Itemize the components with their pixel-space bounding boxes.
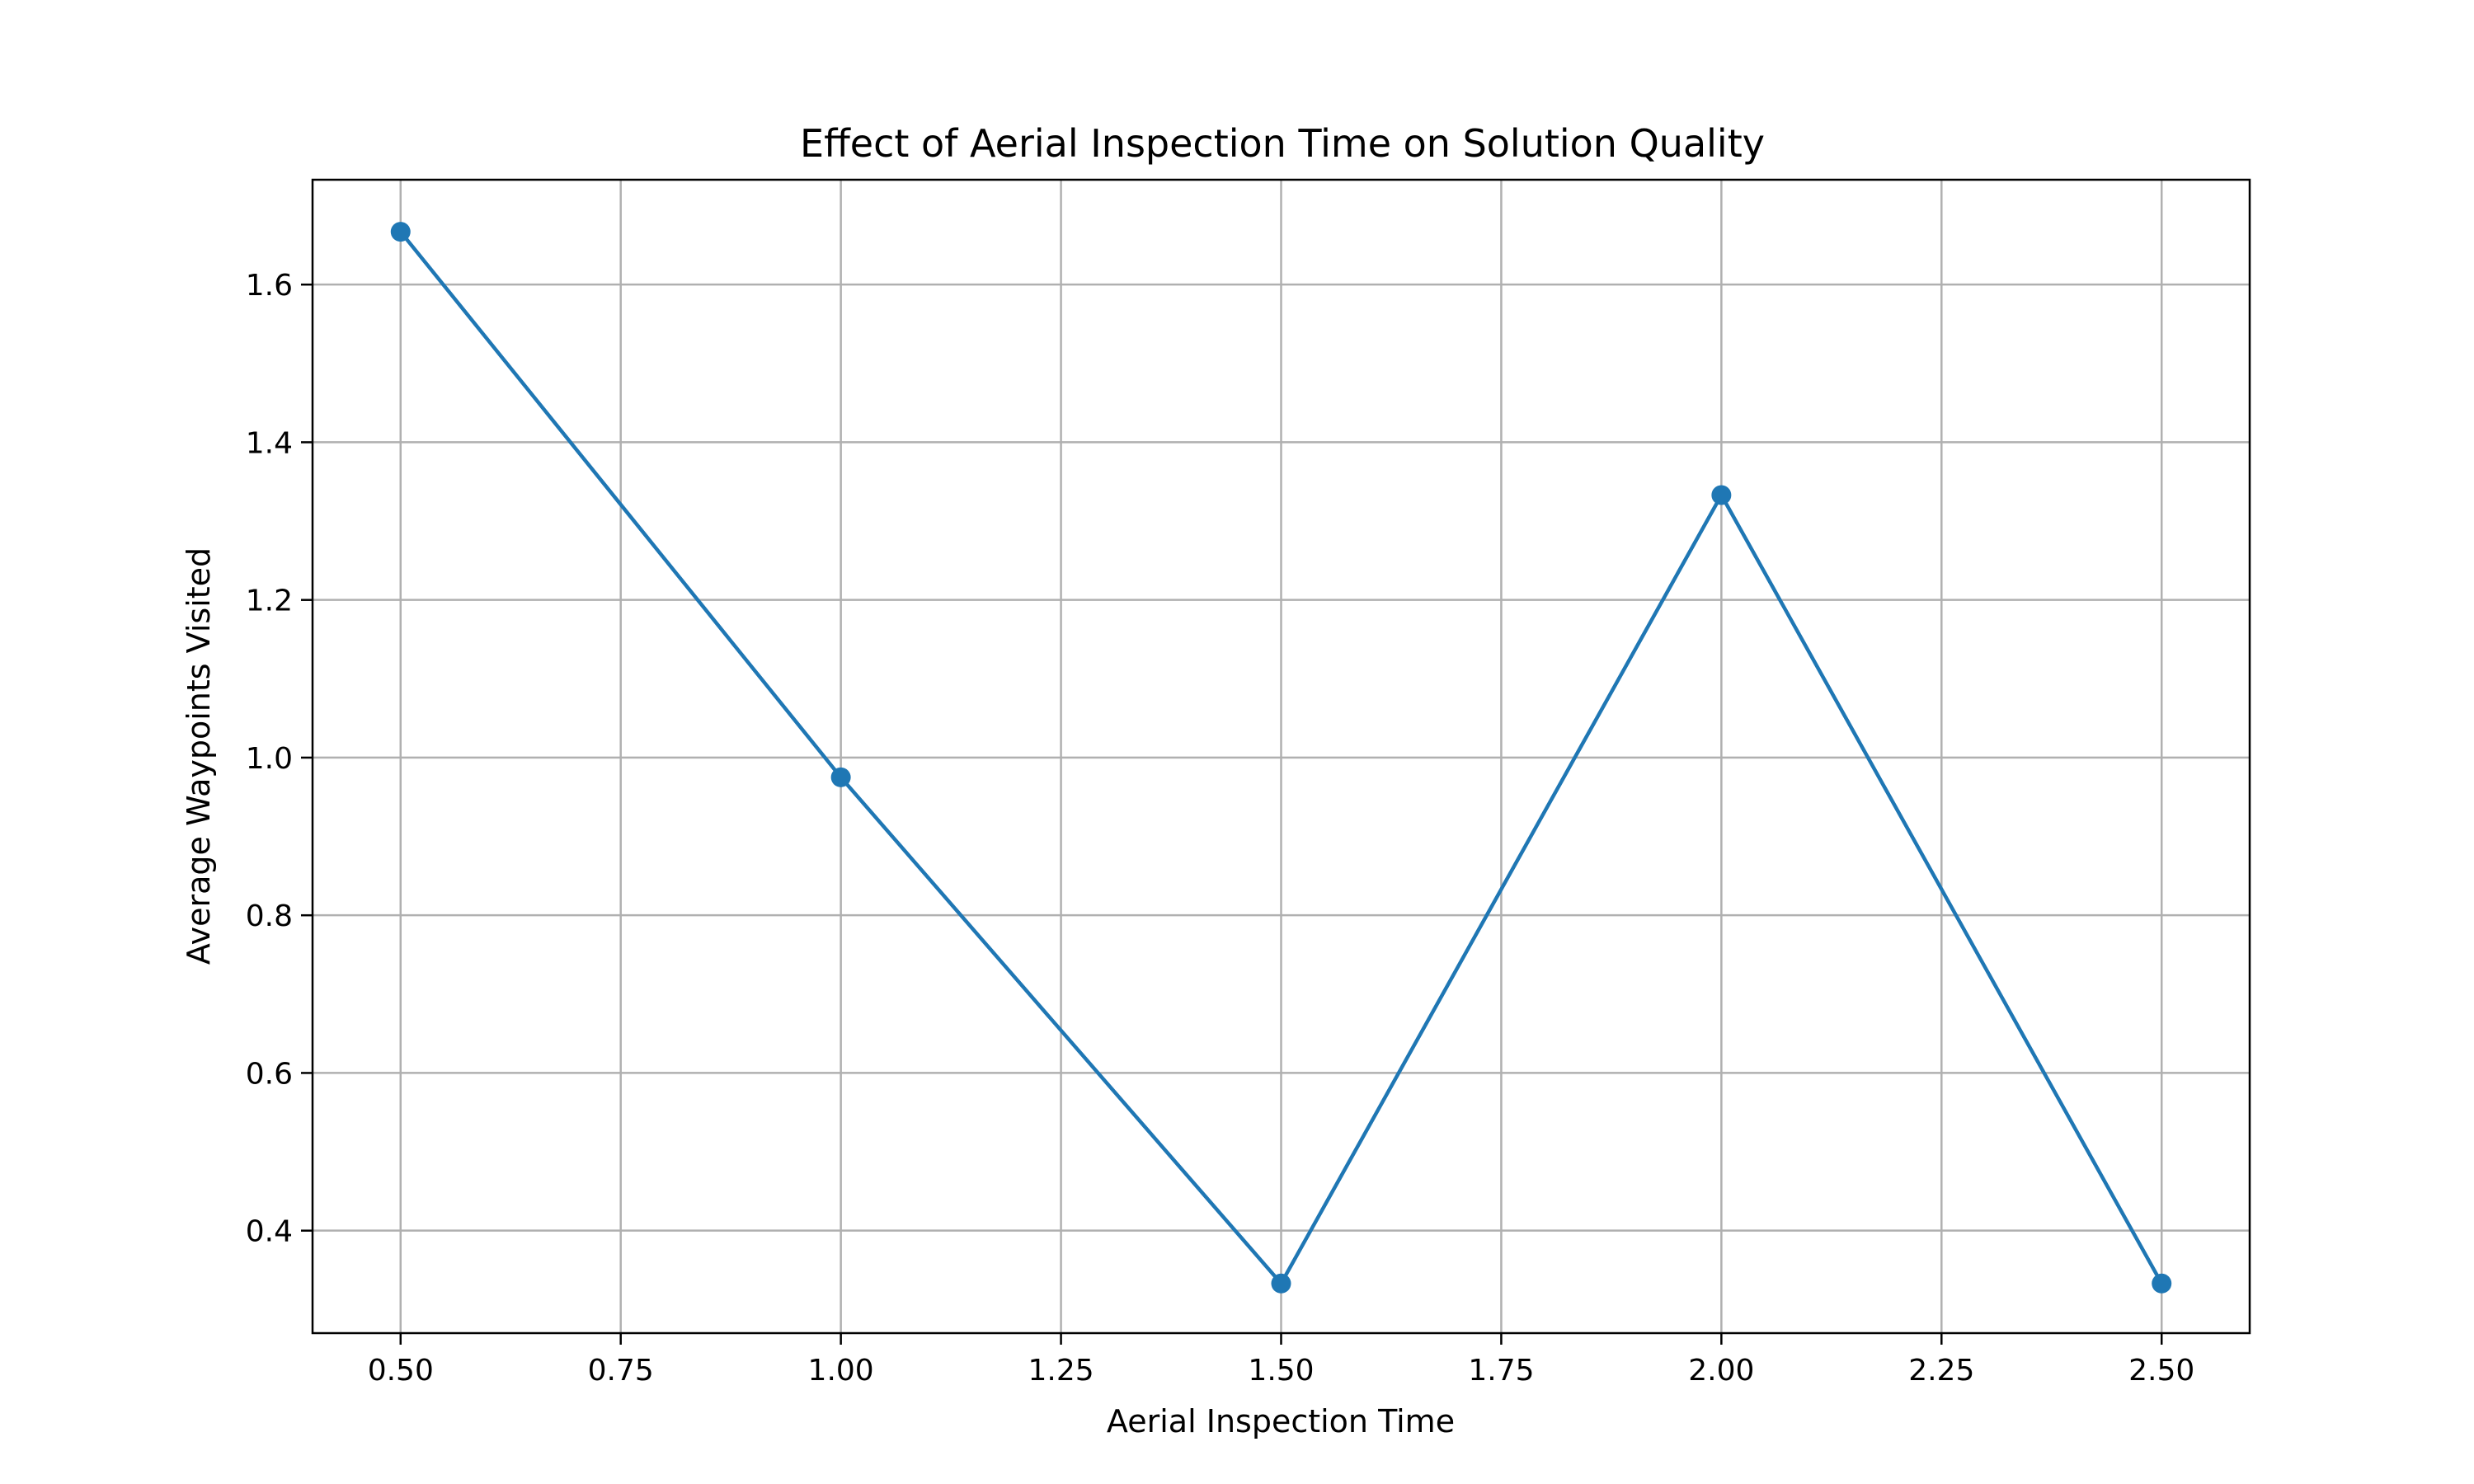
- y-tick-label: 1.4: [246, 426, 293, 460]
- y-tick-label: 1.6: [246, 269, 293, 303]
- y-tick-label: 0.8: [246, 899, 293, 933]
- x-tick-label: 0.75: [588, 1354, 654, 1388]
- y-tick-label: 0.6: [246, 1057, 293, 1091]
- ticks: 0.50 0.75 1.00 1.25 1.50 1.75 2.00 2.25 2.50 0.4 0…: [246, 269, 2195, 1388]
- data-point: [390, 222, 411, 242]
- x-tick-label: 0.50: [368, 1354, 434, 1388]
- y-tick-label: 0.4: [246, 1215, 293, 1249]
- y-axis-label: Average Waypoints Visited: [181, 547, 217, 965]
- x-tick-label: 1.50: [1248, 1354, 1314, 1388]
- chart-title: Effect of Aerial Inspection Time on Solu…: [800, 121, 1765, 166]
- data-point: [1711, 485, 1732, 505]
- x-tick-label: 1.25: [1028, 1354, 1094, 1388]
- x-tick-label: 2.25: [1908, 1354, 1974, 1388]
- x-tick-label: 1.75: [1468, 1354, 1534, 1388]
- x-tick-label: 2.50: [2128, 1354, 2194, 1388]
- data-point: [1271, 1273, 1291, 1294]
- data-point: [2152, 1273, 2172, 1294]
- x-tick-label: 1.00: [808, 1354, 874, 1388]
- series-layer: [390, 222, 2172, 1294]
- y-tick-label: 1.2: [246, 585, 293, 618]
- x-axis-label: Aerial Inspection Time: [1107, 1403, 1455, 1439]
- grid: [313, 180, 2250, 1333]
- data-point: [830, 767, 851, 787]
- y-tick-label: 1.0: [246, 742, 293, 776]
- x-tick-label: 2.00: [1688, 1354, 1754, 1388]
